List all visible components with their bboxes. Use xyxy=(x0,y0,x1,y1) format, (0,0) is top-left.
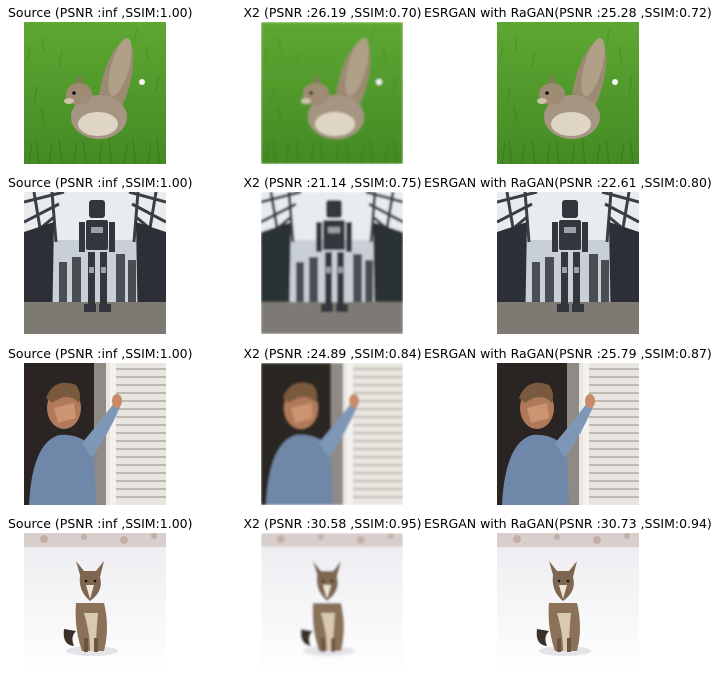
squirrel-image-source xyxy=(24,22,166,164)
title-r3-source: Source (PSNR :inf ,SSIM:1.00) xyxy=(8,346,193,361)
robot-image-esrgan xyxy=(497,192,639,334)
title-r2-esrgan: ESRGAN with RaGAN(PSNR :22.61 ,SSIM:0.80… xyxy=(424,175,712,190)
robot-image-x2 xyxy=(261,192,403,334)
coyote-image-source xyxy=(24,533,166,675)
title-r2-source: Source (PSNR :inf ,SSIM:1.00) xyxy=(8,175,193,190)
title-r4-x2: X2 (PSNR :30.58 ,SSIM:0.95) xyxy=(243,516,422,531)
title-r1-esrgan: ESRGAN with RaGAN(PSNR :25.28 ,SSIM:0.72… xyxy=(424,5,712,20)
title-r1-source: Source (PSNR :inf ,SSIM:1.00) xyxy=(8,5,193,20)
title-r3-esrgan: ESRGAN with RaGAN(PSNR :25.79 ,SSIM:0.87… xyxy=(424,346,712,361)
man-image-esrgan xyxy=(497,363,639,505)
title-r1-x2: X2 (PSNR :26.19 ,SSIM:0.70) xyxy=(243,5,422,20)
man-image-source xyxy=(24,363,166,505)
coyote-image-esrgan xyxy=(497,533,639,675)
title-r3-x2: X2 (PSNR :24.89 ,SSIM:0.84) xyxy=(243,346,422,361)
title-r2-x2: X2 (PSNR :21.14 ,SSIM:0.75) xyxy=(243,175,422,190)
title-r4-esrgan: ESRGAN with RaGAN(PSNR :30.73 ,SSIM:0.94… xyxy=(424,516,712,531)
coyote-image-x2 xyxy=(261,533,403,675)
man-image-x2 xyxy=(261,363,403,505)
squirrel-image-x2 xyxy=(261,22,403,164)
robot-image-source xyxy=(24,192,166,334)
squirrel-image-esrgan xyxy=(497,22,639,164)
title-r4-source: Source (PSNR :inf ,SSIM:1.00) xyxy=(8,516,193,531)
